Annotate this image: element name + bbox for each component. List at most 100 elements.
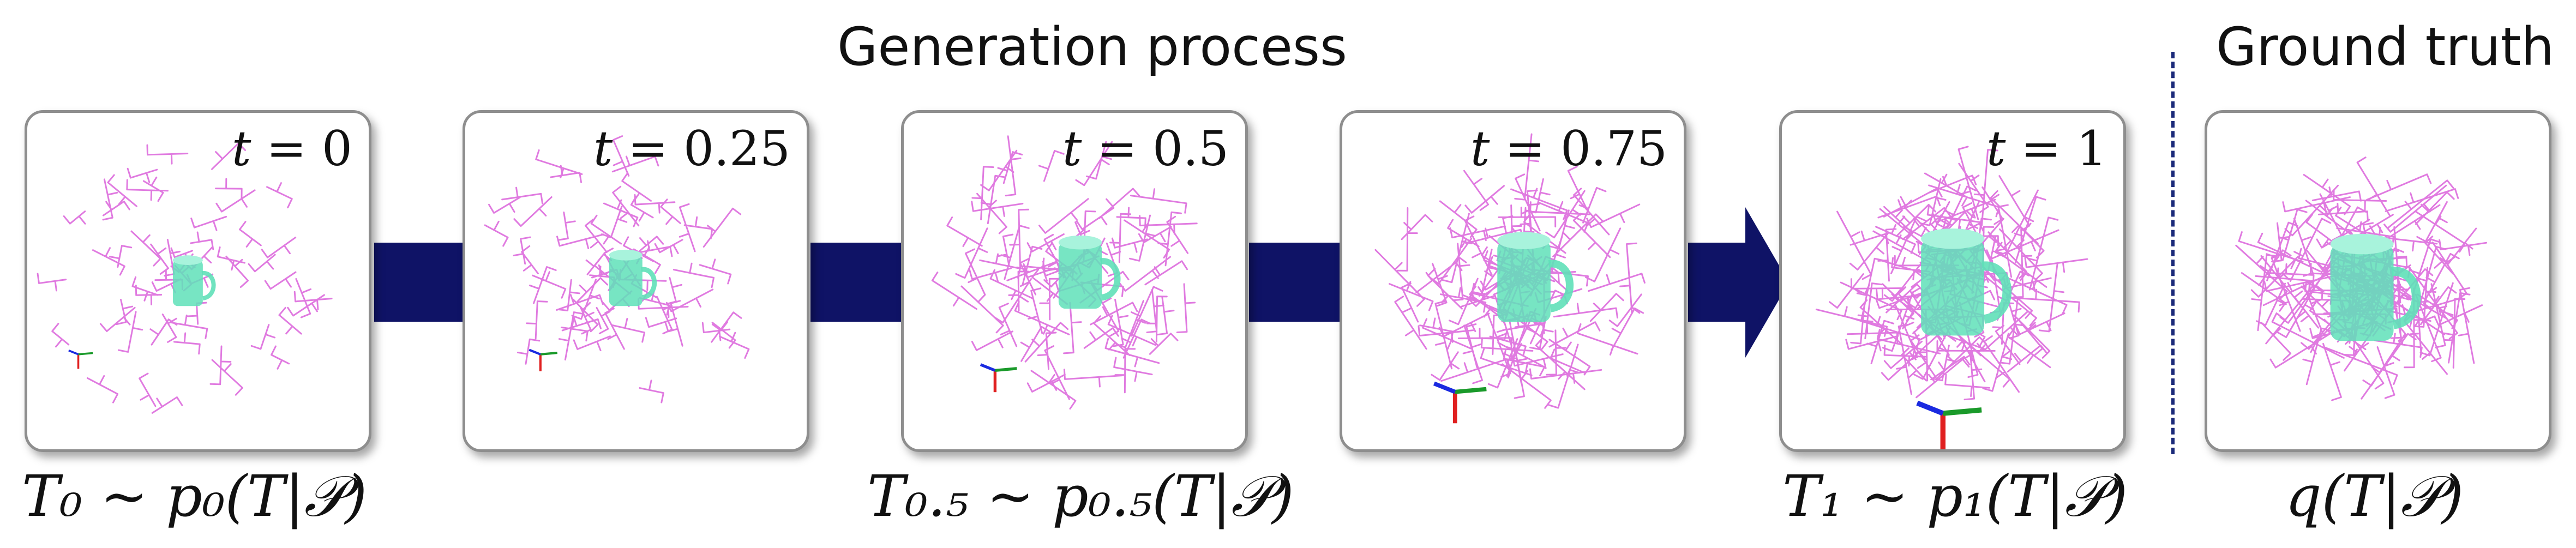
gripper-pose xyxy=(250,324,276,350)
scene-t05 xyxy=(931,135,1198,410)
gripper-pose xyxy=(1038,198,1089,234)
mug-rim xyxy=(2330,233,2394,255)
gripper-pose xyxy=(1374,249,1425,307)
gripper-pose xyxy=(2302,327,2332,386)
gripper-pose xyxy=(37,273,67,292)
panel-t1: t = 1 xyxy=(1779,110,2126,452)
gripper-pose xyxy=(1449,225,1506,242)
gripper-pose xyxy=(1901,347,1928,382)
gripper-pose xyxy=(1936,340,1996,362)
gripper-pose xyxy=(699,258,732,285)
gripper-pose xyxy=(1156,297,1175,336)
gripper-pose xyxy=(1503,348,1544,374)
gripper-pose xyxy=(264,271,297,290)
gripper-pose xyxy=(997,151,1023,184)
gripper-pose xyxy=(1846,323,1899,344)
gripper-pose xyxy=(1943,185,1977,235)
gripper-pose xyxy=(278,306,302,335)
gripper-pose xyxy=(577,277,609,303)
gripper-pose xyxy=(146,144,189,165)
gripper-pose xyxy=(1038,150,1065,182)
gripper-pose xyxy=(51,323,70,348)
mug-handle xyxy=(201,271,216,301)
gripper-pose xyxy=(2362,334,2406,387)
gripper-pose xyxy=(1130,286,1163,337)
gripper-pose xyxy=(217,246,246,271)
scene-t025 xyxy=(484,135,750,404)
gripper-pose xyxy=(964,248,986,296)
dashed-divider xyxy=(2171,52,2175,454)
gripper-pose xyxy=(1030,370,1077,410)
gripper-pose xyxy=(117,311,143,353)
time-label-t075: t = 0.75 xyxy=(1470,125,1667,173)
mug-body xyxy=(2330,244,2394,341)
gripper-pose xyxy=(1000,225,1030,280)
gripper-pose xyxy=(1439,287,1487,313)
gripper-pose xyxy=(1929,174,1977,194)
gripper-pose xyxy=(1093,315,1131,356)
gripper-pose xyxy=(1113,357,1153,382)
gripper-pose xyxy=(2442,292,2471,364)
gripper-pose xyxy=(501,186,543,204)
gripper-pose xyxy=(287,294,325,317)
gripper-pose xyxy=(488,196,521,214)
generation-process-title: Generation process xyxy=(837,16,1347,77)
axis-y xyxy=(1942,407,1982,416)
gripper-pose xyxy=(1815,306,1888,337)
gripper-pose xyxy=(173,332,201,355)
gripper-pose xyxy=(1849,231,1890,271)
gripper-pose xyxy=(1983,335,2020,393)
gripper-pose xyxy=(638,298,689,318)
gripper-pose xyxy=(2387,179,2454,230)
gripper-pose xyxy=(1895,305,1918,362)
gripper-pose xyxy=(161,314,177,343)
gripper-pose xyxy=(1063,302,1082,354)
gripper-pose xyxy=(2007,328,2051,369)
gripper-pose xyxy=(1115,300,1146,348)
gripper-pose xyxy=(1166,215,1189,254)
gripper-pose xyxy=(1877,228,1897,282)
gripper-pose xyxy=(526,300,548,340)
gripper-pose xyxy=(239,221,262,248)
gripper-pose xyxy=(971,330,1013,351)
frame-axes-icon xyxy=(1433,381,1487,424)
gripper-pose xyxy=(169,314,208,339)
gripper-pose xyxy=(639,380,664,404)
gripper-pose xyxy=(1998,175,2031,232)
caption-ground-truth: q(T|𝒫) xyxy=(2285,463,2464,529)
gripper-pose xyxy=(2311,186,2362,202)
gripper-pose xyxy=(1116,207,1146,229)
gripper-pose xyxy=(1146,289,1164,334)
gripper-pose xyxy=(150,243,169,275)
gripper-pose xyxy=(611,155,659,173)
gripper-pose xyxy=(1857,282,1883,340)
gripper-pose xyxy=(1538,201,1589,233)
time-var: t xyxy=(1470,121,1490,177)
gripper-pose xyxy=(1529,316,1554,351)
mug-body xyxy=(1921,238,1985,336)
axis-z xyxy=(1916,400,1944,416)
gripper-pose xyxy=(211,142,246,170)
gripper-pose xyxy=(2013,314,2051,359)
gripper-pose xyxy=(656,296,673,335)
gripper-pose xyxy=(1926,204,1983,230)
gripper-pose xyxy=(1944,374,1990,397)
gripper-pose xyxy=(1109,213,1131,263)
axis-z xyxy=(980,363,996,372)
gripper-pose xyxy=(99,306,136,332)
gripper-pose xyxy=(215,178,243,200)
gripper-pose xyxy=(1511,353,1564,369)
gripper-pose xyxy=(1121,318,1151,359)
gripper-pose xyxy=(2009,278,2068,315)
scene-t1 xyxy=(1815,146,2088,449)
gripper-pose xyxy=(1129,214,1156,262)
mug-rim xyxy=(1058,235,1102,250)
gripper-pose xyxy=(2383,184,2447,233)
gripper-pose xyxy=(1836,210,1872,280)
gripper-pose xyxy=(971,166,994,220)
gripper-pose xyxy=(1546,329,1566,376)
gripper-pose xyxy=(1489,330,1527,357)
gripper-pose xyxy=(1090,302,1138,326)
gripper-pose xyxy=(1463,170,1490,211)
gripper-pose xyxy=(1576,323,1638,356)
